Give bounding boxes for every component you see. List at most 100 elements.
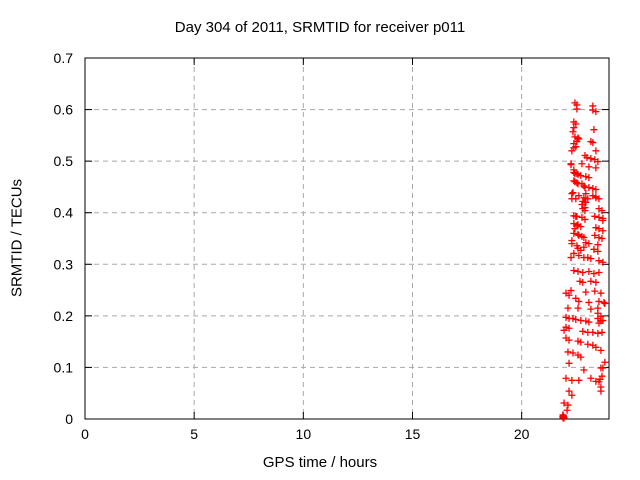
data-point (565, 336, 573, 344)
data-point (569, 349, 577, 357)
data-point (590, 270, 598, 278)
data-point (592, 278, 600, 286)
x-tick-label: 15 (405, 426, 421, 442)
data-point (565, 291, 573, 299)
data-point (592, 108, 600, 116)
y-tick-label: 0.1 (54, 359, 74, 375)
data-point (582, 239, 590, 247)
data-point (598, 328, 606, 336)
data-point (594, 247, 602, 255)
data-point (595, 213, 603, 221)
data-point (567, 161, 575, 169)
chart-title: Day 304 of 2011, SRMTID for receiver p01… (174, 19, 466, 36)
data-point (595, 225, 603, 233)
data-point (580, 233, 588, 241)
data-point (601, 299, 609, 307)
data-point (594, 329, 602, 337)
y-tick-label: 0.3 (54, 256, 74, 272)
data-point (570, 249, 578, 257)
data-point (590, 245, 598, 253)
data-point (570, 124, 578, 132)
data-point (565, 359, 573, 367)
data-point (580, 182, 588, 190)
data-point (599, 258, 607, 266)
data-point (595, 319, 603, 327)
data-point (578, 200, 586, 208)
data-point (565, 324, 573, 332)
data-point (572, 195, 580, 203)
data-point (564, 401, 572, 409)
data-point (581, 215, 589, 223)
data-point (580, 194, 588, 202)
data-point (580, 366, 588, 374)
data-point (574, 230, 582, 238)
y-tick-label: 0.4 (54, 205, 74, 221)
x-axis-label: GPS time / hours (262, 454, 378, 471)
data-point (562, 374, 570, 382)
data-point (560, 326, 568, 334)
data-point (575, 376, 583, 384)
x-tick-label: 10 (296, 426, 312, 442)
data-point (585, 318, 593, 326)
data-point (591, 231, 599, 239)
data-point (595, 195, 603, 203)
data-point (569, 128, 577, 136)
data-point (587, 255, 595, 263)
data-point (584, 254, 592, 262)
data-point (568, 240, 576, 248)
data-point (589, 328, 597, 336)
data-point (572, 120, 580, 128)
data-point (574, 134, 582, 142)
y-tick-label: 0.7 (54, 50, 74, 66)
data-point (571, 133, 579, 141)
data-point (585, 163, 593, 171)
data-point (583, 154, 591, 162)
data-point (573, 170, 581, 178)
data-point (567, 287, 575, 295)
data-point (577, 353, 585, 361)
data-point (590, 126, 598, 134)
data-point (564, 348, 572, 356)
data-point (584, 340, 592, 348)
data-point (570, 266, 578, 274)
x-tick-label: 0 (81, 426, 89, 442)
data-point (591, 212, 599, 220)
data-point (595, 297, 603, 305)
x-tick-label: 5 (190, 426, 198, 442)
data-point (571, 225, 579, 233)
data-point (572, 315, 580, 323)
data-point (592, 224, 600, 232)
data-point (589, 139, 597, 147)
y-tick-label: 0.2 (54, 308, 74, 324)
data-point (594, 158, 602, 166)
data-point (597, 387, 605, 395)
data-point (597, 289, 605, 297)
data-point (589, 106, 597, 114)
y-tick-label: 0 (65, 411, 73, 427)
data-point (578, 160, 586, 168)
data-point (587, 374, 595, 382)
data-point (601, 358, 609, 366)
data-point (579, 327, 587, 335)
data-point (597, 346, 605, 354)
data-point (598, 235, 606, 242)
y-tick-label: 0.5 (54, 153, 74, 169)
data-point (582, 190, 590, 198)
data-point (567, 254, 575, 262)
data-point (560, 414, 568, 422)
data-point (597, 364, 605, 372)
data-point (582, 173, 590, 181)
data-point (592, 343, 600, 351)
data-point (598, 207, 606, 215)
data-point (599, 316, 607, 324)
data-point (585, 240, 593, 248)
y-tick-label: 0.6 (54, 102, 74, 118)
data-point (564, 304, 572, 312)
data-point (568, 147, 576, 155)
data-point (580, 243, 588, 251)
data-point (582, 288, 590, 296)
data-point (574, 268, 582, 276)
data-point (595, 269, 603, 277)
